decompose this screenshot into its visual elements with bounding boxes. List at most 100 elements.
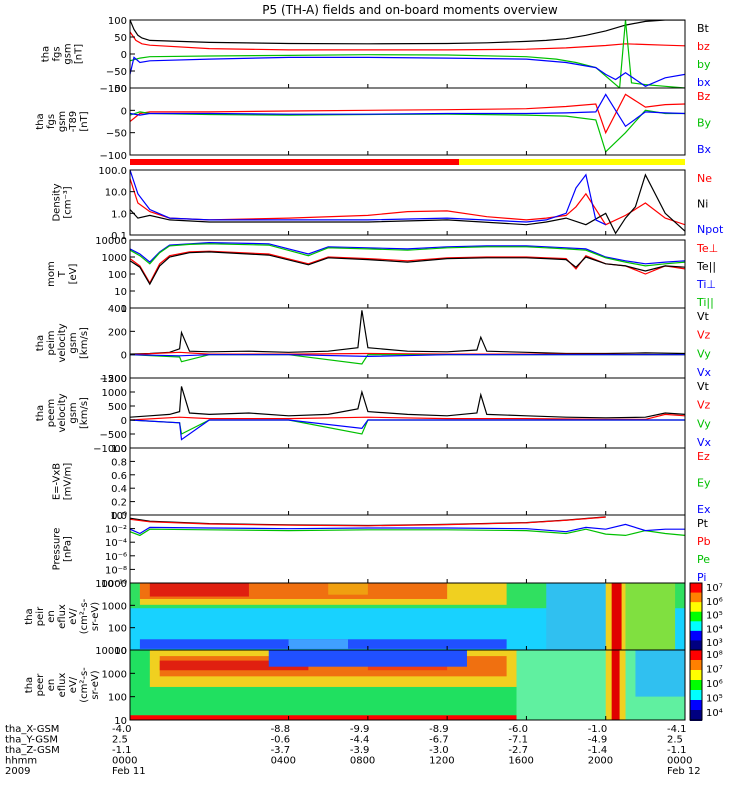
series-group — [130, 241, 685, 286]
y-tick-label: −100 — [100, 84, 127, 95]
y-axis-label: thapeemvelocitygsm[km/s] — [35, 393, 90, 432]
legend-label: Pb — [697, 535, 711, 548]
time-axis-value: -8.9 — [429, 724, 449, 735]
y-axis-label-line: gsm — [68, 402, 79, 423]
legend-label: bz — [697, 40, 710, 53]
time-axis-row-label: tha_Z-GSM — [5, 745, 60, 756]
series-line — [130, 109, 685, 153]
y-axis-label: thapeerenefluxeV/(cm²-s-sr-eV) — [24, 667, 101, 703]
mode-bar-red — [130, 159, 460, 165]
series-line — [130, 170, 606, 226]
colorbar-segment — [690, 650, 702, 661]
time-axis-value: -4.9 — [588, 735, 608, 746]
y-tick-label: 0 — [121, 106, 127, 117]
panel-mom-temp: Te⊥ Te|| Ti⊥ Ti|| 10000 1000 100 10 1 momT[eV] — [46, 236, 718, 315]
time-axis-value: 0800 — [350, 756, 375, 767]
series-line — [130, 251, 685, 286]
spectrogram-cell — [611, 650, 620, 720]
y-tick-label: 100 — [108, 16, 127, 27]
time-axis-value: -3.7 — [271, 745, 291, 756]
y-axis-label-line: peir — [35, 606, 46, 626]
panel-frame — [129, 307, 686, 379]
colorbar-frame — [689, 649, 703, 721]
time-axis-value: -6.7 — [429, 735, 449, 746]
series-line — [130, 56, 685, 87]
colorbar-label: 10⁵ — [706, 611, 723, 622]
y-axis-label-line: velocity — [57, 323, 68, 362]
y-tick-label: 0 — [121, 351, 127, 362]
y-tick-label: 1000 — [102, 669, 127, 680]
y-tick-label: 50 — [114, 84, 127, 95]
legend-label: Bz — [697, 90, 711, 103]
time-axis-value: -6.0 — [508, 724, 528, 735]
y-tick-label: 0 — [121, 50, 127, 61]
y-axis-label-line: Pressure — [52, 528, 63, 571]
y-axis-label: thapeimvelocitygsm[km/s] — [35, 323, 90, 362]
y-tick-label: 10 — [114, 716, 127, 727]
y-axis-label-line: [km/s] — [79, 327, 90, 359]
series-line — [130, 31, 685, 51]
y-tick-label: 100 — [108, 693, 127, 704]
legend-label: Bt — [697, 22, 710, 35]
series-line — [130, 93, 685, 128]
colorbar-segment — [690, 660, 702, 671]
y-tick-label: −50 — [106, 129, 127, 140]
panel-frame — [129, 169, 686, 236]
spectrogram-cell — [149, 583, 249, 597]
y-axis-label-line: mom — [46, 261, 57, 287]
colorbar-segment — [690, 670, 702, 681]
colorbar: 10⁷ 10⁶ 10⁵ 10⁴ 10³ — [689, 582, 723, 651]
y-axis-label: thapeirenefluxeV/(cm²-s-sr-eV) — [24, 598, 101, 634]
y-axis-label-line: en — [46, 679, 57, 692]
panel-frame — [129, 19, 686, 89]
panel-fgs-t89: Bz By Bx 50 0 −50 −100 thafgsgsm-T89[nT] — [35, 84, 712, 162]
y-axis-label-line: gsm — [68, 332, 79, 353]
y-tick-label: 10⁻⁴ — [105, 538, 127, 549]
y-axis-label-line: [cm⁻³] — [63, 186, 74, 218]
y-axis-label-line: eV/ — [68, 676, 79, 693]
colorbar-segment — [690, 680, 702, 691]
panel-pressure: Pt Pb Pe Pi 10⁰ 10⁻² 10⁻⁴ 10⁻⁶ 10⁻⁸ 10⁻¹⁰ Pressure… — [52, 511, 711, 590]
y-axis-label: thafgsgsm[nT] — [41, 43, 85, 64]
colorbar-label: 10³ — [706, 638, 723, 649]
legend-label: Pt — [697, 517, 709, 530]
y-axis-label-line: en — [46, 610, 57, 623]
y-axis-label-line: [eV] — [68, 264, 79, 285]
time-axis-value: -1.1 — [112, 745, 132, 756]
series-line — [130, 241, 685, 265]
y-tick-label: 0.1 — [111, 231, 127, 242]
legend-label: Ti|| — [696, 296, 714, 309]
y-tick-label: 10.0 — [105, 188, 127, 199]
series-line — [130, 419, 685, 435]
time-axis-value: -8.8 — [271, 724, 291, 735]
y-tick-label: 0 — [121, 416, 127, 427]
y-tick-label: 0.6 — [111, 471, 127, 482]
time-axis-value: 0400 — [271, 756, 296, 767]
time-axis-value: -7.1 — [508, 735, 528, 746]
colorbar-label: 10⁶ — [706, 597, 723, 608]
series-line — [130, 173, 685, 235]
colorbar-segment — [690, 583, 702, 594]
legend-label: Vy — [697, 417, 711, 430]
y-axis-label-line: [nPa] — [63, 536, 74, 562]
time-axis-value: -4.1 — [667, 724, 687, 735]
time-axis-value: -1.0 — [588, 724, 608, 735]
y-axis-label-line: [nT] — [74, 44, 85, 64]
y-axis-label-line: sr-eV) — [90, 602, 101, 631]
time-axis-value: -1.1 — [667, 745, 687, 756]
y-axis-label-line: [km/s] — [79, 397, 90, 429]
series-line — [130, 419, 685, 441]
panel-frame — [129, 649, 686, 721]
y-axis-label-line: peem — [46, 399, 57, 427]
legend-label: Vz — [697, 329, 711, 342]
series-line — [130, 354, 685, 358]
colorbar-label: 10⁸ — [706, 650, 723, 661]
y-axis-label-line: velocity — [57, 393, 68, 432]
y-tick-label: 50 — [114, 33, 127, 44]
colorbar-label: 10⁶ — [706, 679, 723, 690]
spectrogram — [130, 650, 685, 720]
legend-label: Vx — [697, 436, 712, 449]
panel-frame — [129, 447, 686, 516]
y-tick-label: 1.0 — [111, 444, 127, 455]
colorbar-label: 10⁷ — [706, 665, 723, 676]
